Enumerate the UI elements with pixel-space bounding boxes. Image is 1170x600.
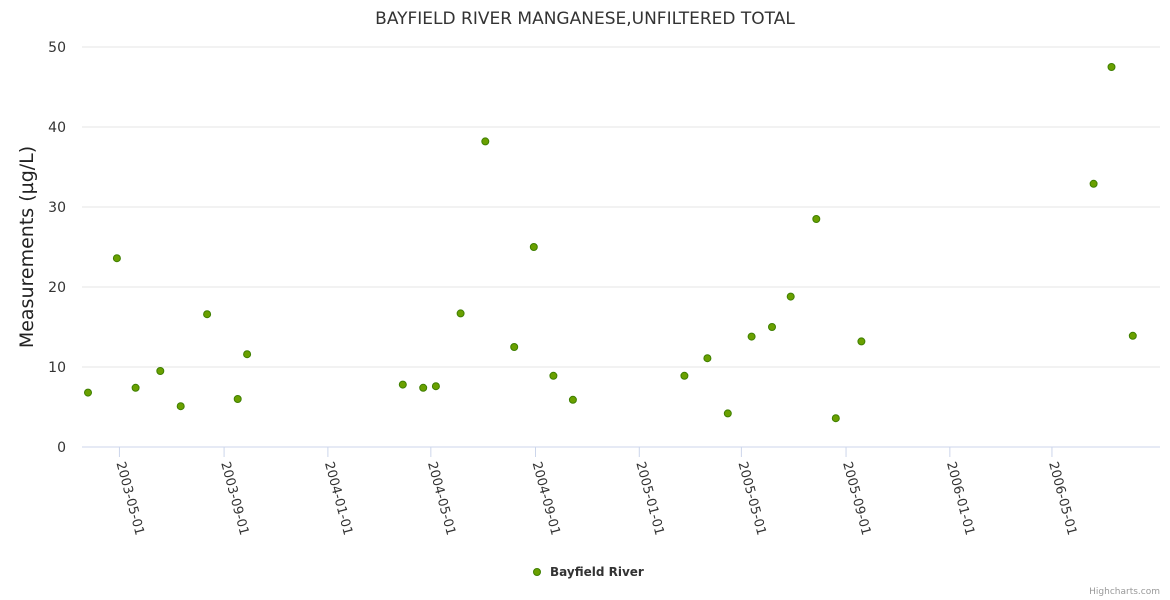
data-point[interactable] <box>857 337 866 346</box>
data-point[interactable] <box>831 414 840 423</box>
data-point[interactable] <box>431 382 440 391</box>
x-axis-ticks: 2003-05-01 2003-09-01 2004-01-01 2004-05-01… <box>113 447 1079 537</box>
gridlines <box>82 46 1160 368</box>
data-point[interactable] <box>419 383 428 392</box>
data-point[interactable] <box>1089 179 1098 188</box>
x-tick-label: 2005-05-01 <box>735 460 769 537</box>
data-point[interactable] <box>549 371 558 380</box>
data-point[interactable] <box>703 354 712 363</box>
data-point[interactable] <box>723 409 732 418</box>
x-tick-label: 2004-05-01 <box>424 460 458 537</box>
data-point[interactable] <box>1107 63 1116 71</box>
data-point[interactable] <box>481 137 490 146</box>
data-point[interactable] <box>456 309 465 318</box>
series-bayfield-river <box>84 63 1137 423</box>
x-tick-label: 2005-01-01 <box>632 460 666 537</box>
x-tick-label: 2004-01-01 <box>321 460 355 537</box>
chart-title: BAYFIELD RIVER MANGANESE,UNFILTERED TOTA… <box>375 9 795 29</box>
legend-marker <box>533 568 541 576</box>
y-tick-label: 50 <box>48 40 66 56</box>
data-point[interactable] <box>747 332 756 341</box>
credits-link[interactable]: Highcharts.com <box>1089 587 1160 597</box>
x-tick-label: 2003-09-01 <box>217 460 251 537</box>
y-axis-label: Measurements (µg/L) <box>16 146 38 348</box>
x-tick-label: 2006-01-01 <box>943 460 977 537</box>
y-axis-ticks: 0 10 20 30 40 50 <box>48 40 66 456</box>
data-point[interactable] <box>176 402 185 411</box>
data-point[interactable] <box>812 215 821 223</box>
data-point[interactable] <box>398 380 407 389</box>
data-point[interactable] <box>1128 331 1137 340</box>
legend-label[interactable]: Bayfield River <box>550 565 644 579</box>
data-point[interactable] <box>243 350 252 359</box>
data-point[interactable] <box>156 367 165 375</box>
data-point[interactable] <box>680 371 689 380</box>
x-tick-label: 2005-09-01 <box>839 460 873 537</box>
y-tick-label: 40 <box>48 120 66 136</box>
legend[interactable]: Bayfield River <box>533 565 644 579</box>
data-point[interactable] <box>131 383 140 392</box>
data-point[interactable] <box>568 395 577 404</box>
y-tick-label: 20 <box>48 280 66 296</box>
data-point[interactable] <box>112 254 121 263</box>
x-tick-label: 2003-05-01 <box>113 460 147 537</box>
data-point[interactable] <box>786 292 795 301</box>
data-point[interactable] <box>233 395 242 403</box>
x-tick-label: 2006-05-01 <box>1045 460 1079 537</box>
y-tick-label: 0 <box>57 440 66 456</box>
data-point[interactable] <box>529 243 538 251</box>
data-point[interactable] <box>768 323 776 331</box>
y-tick-label: 30 <box>48 200 66 216</box>
data-point[interactable] <box>510 343 519 351</box>
y-tick-label: 10 <box>48 360 66 376</box>
x-tick-label: 2004-09-01 <box>529 460 563 537</box>
data-point[interactable] <box>84 388 92 397</box>
data-point[interactable] <box>203 310 212 319</box>
